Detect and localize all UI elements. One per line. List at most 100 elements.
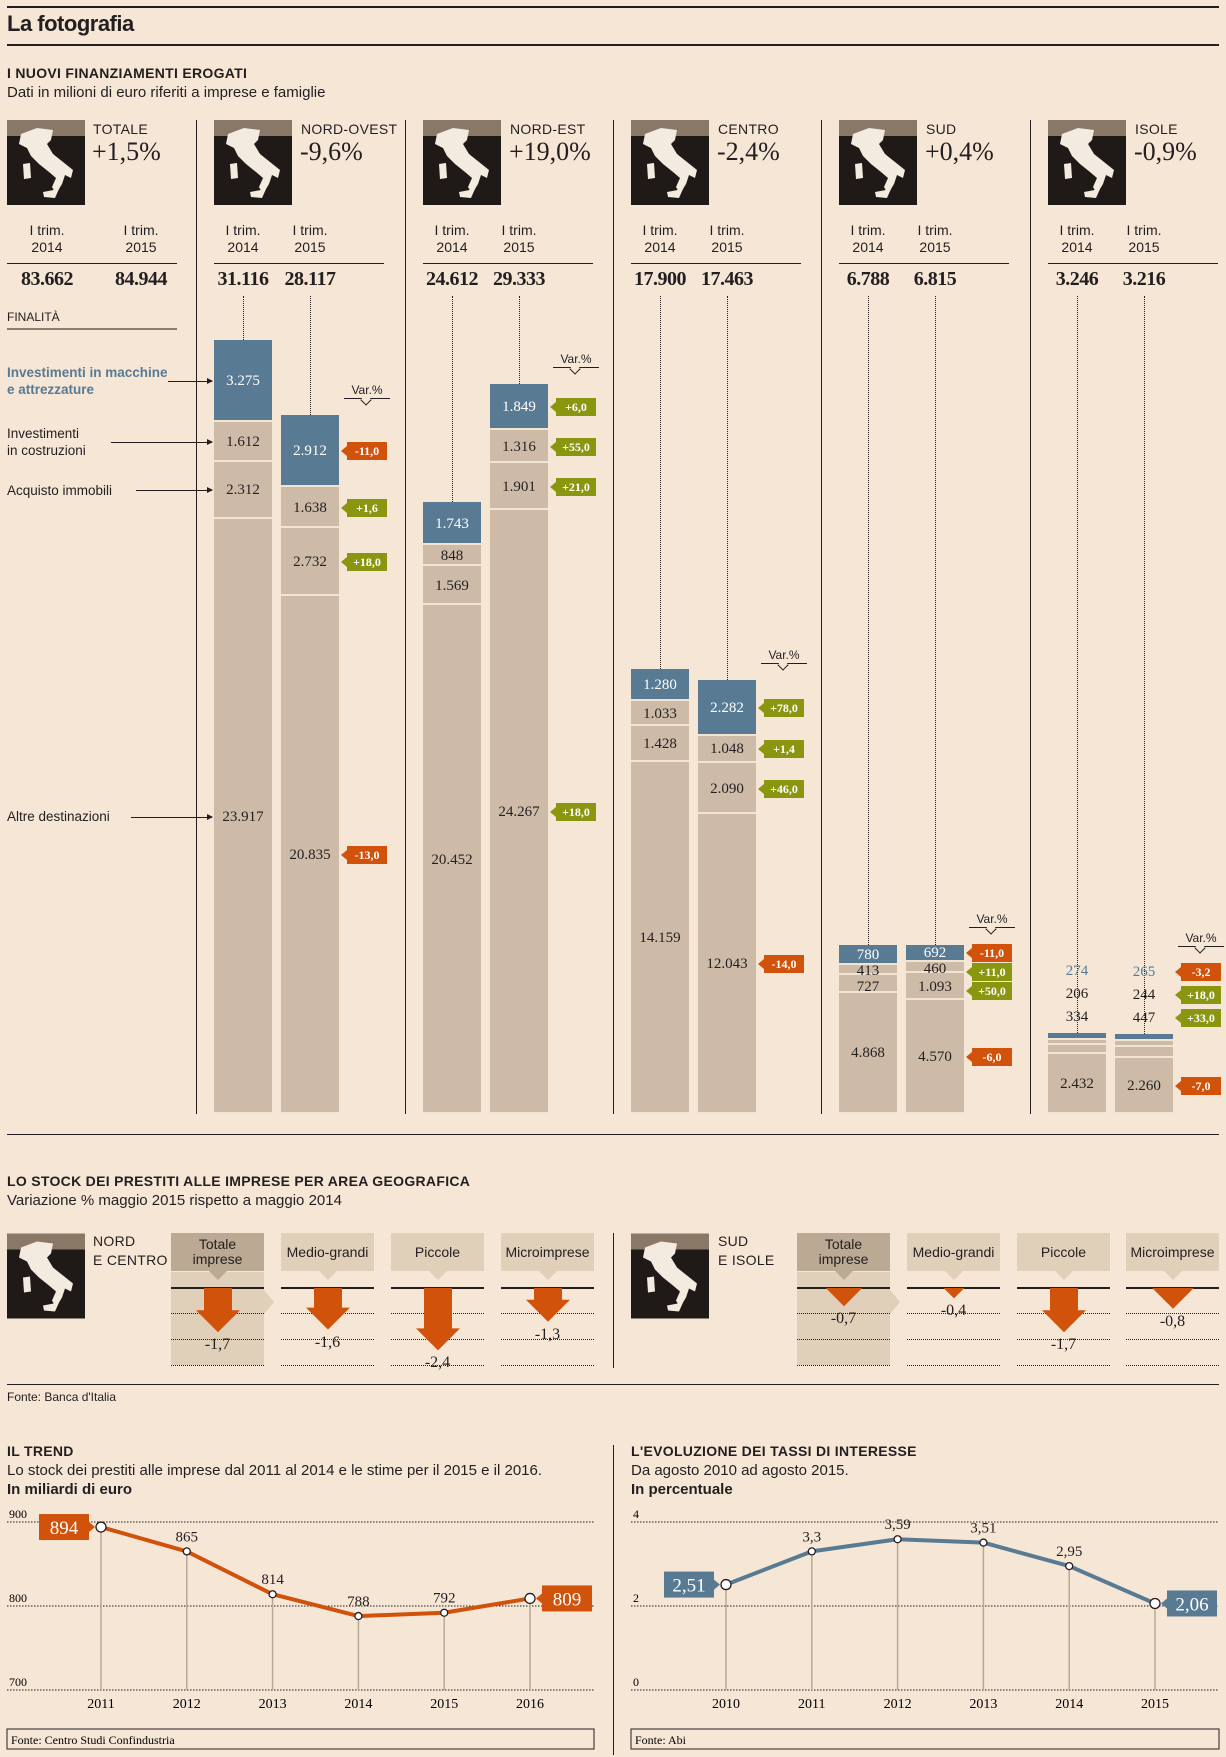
bar-value: 24.267 <box>498 804 540 821</box>
section-subtitle-stock: Variazione % maggio 2015 rispetto a magg… <box>7 1192 342 1209</box>
arrow-mark <box>1151 1288 1194 1309</box>
bar-segment <box>631 761 689 1114</box>
bar-value: 4.570 <box>918 1049 952 1066</box>
bar-segment <box>906 973 964 1001</box>
var-tag: +33,0 <box>1175 1009 1221 1028</box>
group-name: NORD E CENTRO <box>93 1233 168 1268</box>
bar-segment <box>1048 1045 1106 1054</box>
period-label: I trim. 2014 <box>642 222 678 255</box>
data-point <box>182 1547 191 1556</box>
column-divider <box>613 120 614 1114</box>
bar-value: 1.316 <box>502 438 536 455</box>
header-rule <box>214 263 384 264</box>
region-map <box>631 1233 709 1319</box>
gridline <box>797 1313 890 1314</box>
bar-value: 4.868 <box>851 1045 885 1062</box>
value-callout <box>39 1514 89 1541</box>
bar-value: 413 <box>856 962 880 979</box>
bar-value: 20.835 <box>289 846 331 863</box>
bar-value: 460 <box>923 961 947 978</box>
baseline <box>797 1287 890 1289</box>
region-total: 83.662 <box>21 268 74 290</box>
gridline <box>281 1339 374 1340</box>
stock-value: -1,7 <box>204 1336 231 1354</box>
bar-value: 1.849 <box>502 399 536 416</box>
bar-segment <box>1115 1046 1173 1058</box>
source-note: Fonte: Abi <box>635 1733 687 1747</box>
header-rule <box>423 263 593 264</box>
region-name: NORD-OVEST <box>301 121 398 137</box>
bar-value: 1.428 <box>643 736 677 753</box>
bar-value: 274 <box>1065 963 1089 980</box>
gridline <box>797 1339 890 1340</box>
region-change: -9,6% <box>300 137 363 166</box>
value-callout <box>664 1571 714 1598</box>
bar-segment <box>698 814 756 1114</box>
column-divider <box>196 120 197 1114</box>
gridline <box>501 1365 594 1366</box>
bar-value: 2.432 <box>1060 1075 1094 1092</box>
arrow-mark <box>943 1288 964 1299</box>
value-label: 814 <box>261 1572 284 1588</box>
bar-segment-macchine <box>1115 1034 1173 1041</box>
bar-segment <box>698 762 756 815</box>
var-label: Var.% <box>1178 931 1224 948</box>
bar-segment <box>281 527 339 596</box>
bar-value: 2.090 <box>710 780 744 797</box>
arrow-mark <box>825 1288 862 1307</box>
region-map <box>839 120 917 205</box>
down-arrow-icon <box>525 1288 570 1322</box>
gridline <box>281 1365 374 1366</box>
var-tag: -7,0 <box>1175 1076 1221 1095</box>
header-rule <box>631 263 801 264</box>
rates-title: L'EVOLUZIONE DEI TASSI DI INTERESSE <box>631 1443 917 1459</box>
arrow-mark <box>525 1288 570 1322</box>
data-point <box>354 1611 363 1621</box>
bar-segment <box>839 992 897 1114</box>
bar-segment-macchine <box>906 944 964 962</box>
x-tick-label: 2014 <box>1055 1697 1083 1712</box>
column-divider <box>405 120 406 1114</box>
bar-segment <box>1048 1040 1106 1046</box>
leader-line <box>519 296 520 385</box>
period-label: I trim. 2014 <box>225 222 261 255</box>
period-label: I trim. 2015 <box>1126 222 1162 255</box>
gridline <box>797 1365 890 1366</box>
value-label: 809 <box>553 1589 582 1610</box>
region-total: 6.815 <box>913 268 957 290</box>
bar-segment <box>906 961 964 974</box>
baseline <box>1017 1287 1110 1289</box>
source-note: Fonte: Banca d'Italia <box>7 1390 117 1404</box>
section-divider <box>7 1134 1219 1135</box>
callout-pointer <box>89 1522 95 1533</box>
value-label: 2,51 <box>672 1576 705 1597</box>
region-total: 17.463 <box>701 268 754 290</box>
bar-segment-macchine <box>839 945 897 965</box>
value-callout <box>1167 1590 1217 1617</box>
title-rule <box>7 44 1219 46</box>
bar-segment <box>1115 1057 1173 1114</box>
series-label: Acquisto immobili <box>7 482 113 498</box>
baseline <box>501 1287 594 1289</box>
var-tag: -14,0 <box>758 955 804 974</box>
region-total: 3.216 <box>1122 268 1166 290</box>
var-tag: -6,0 <box>966 1048 1012 1067</box>
bar-segment-macchine <box>490 384 548 431</box>
value-callout <box>542 1585 592 1612</box>
value-label: 792 <box>433 1591 456 1607</box>
x-tick-label: 2016 <box>516 1697 544 1712</box>
shade-pointer <box>890 1290 900 1314</box>
header-rule <box>1048 263 1218 264</box>
leader-line <box>452 296 453 502</box>
bar-segment <box>490 510 548 1114</box>
value-label: 865 <box>176 1529 199 1545</box>
bar-segment <box>631 726 689 762</box>
region-map <box>214 120 292 205</box>
section-title-stock: LO STOCK DEI PRESTITI ALLE IMPRESE PER A… <box>7 1173 471 1189</box>
data-point <box>807 1547 816 1556</box>
gridline <box>1126 1313 1219 1314</box>
y-tick-label: 900 <box>9 1507 27 1521</box>
column-divider <box>821 120 822 1114</box>
category-header: Medio-grandi <box>281 1233 374 1280</box>
bar-value: 1.280 <box>643 676 677 693</box>
